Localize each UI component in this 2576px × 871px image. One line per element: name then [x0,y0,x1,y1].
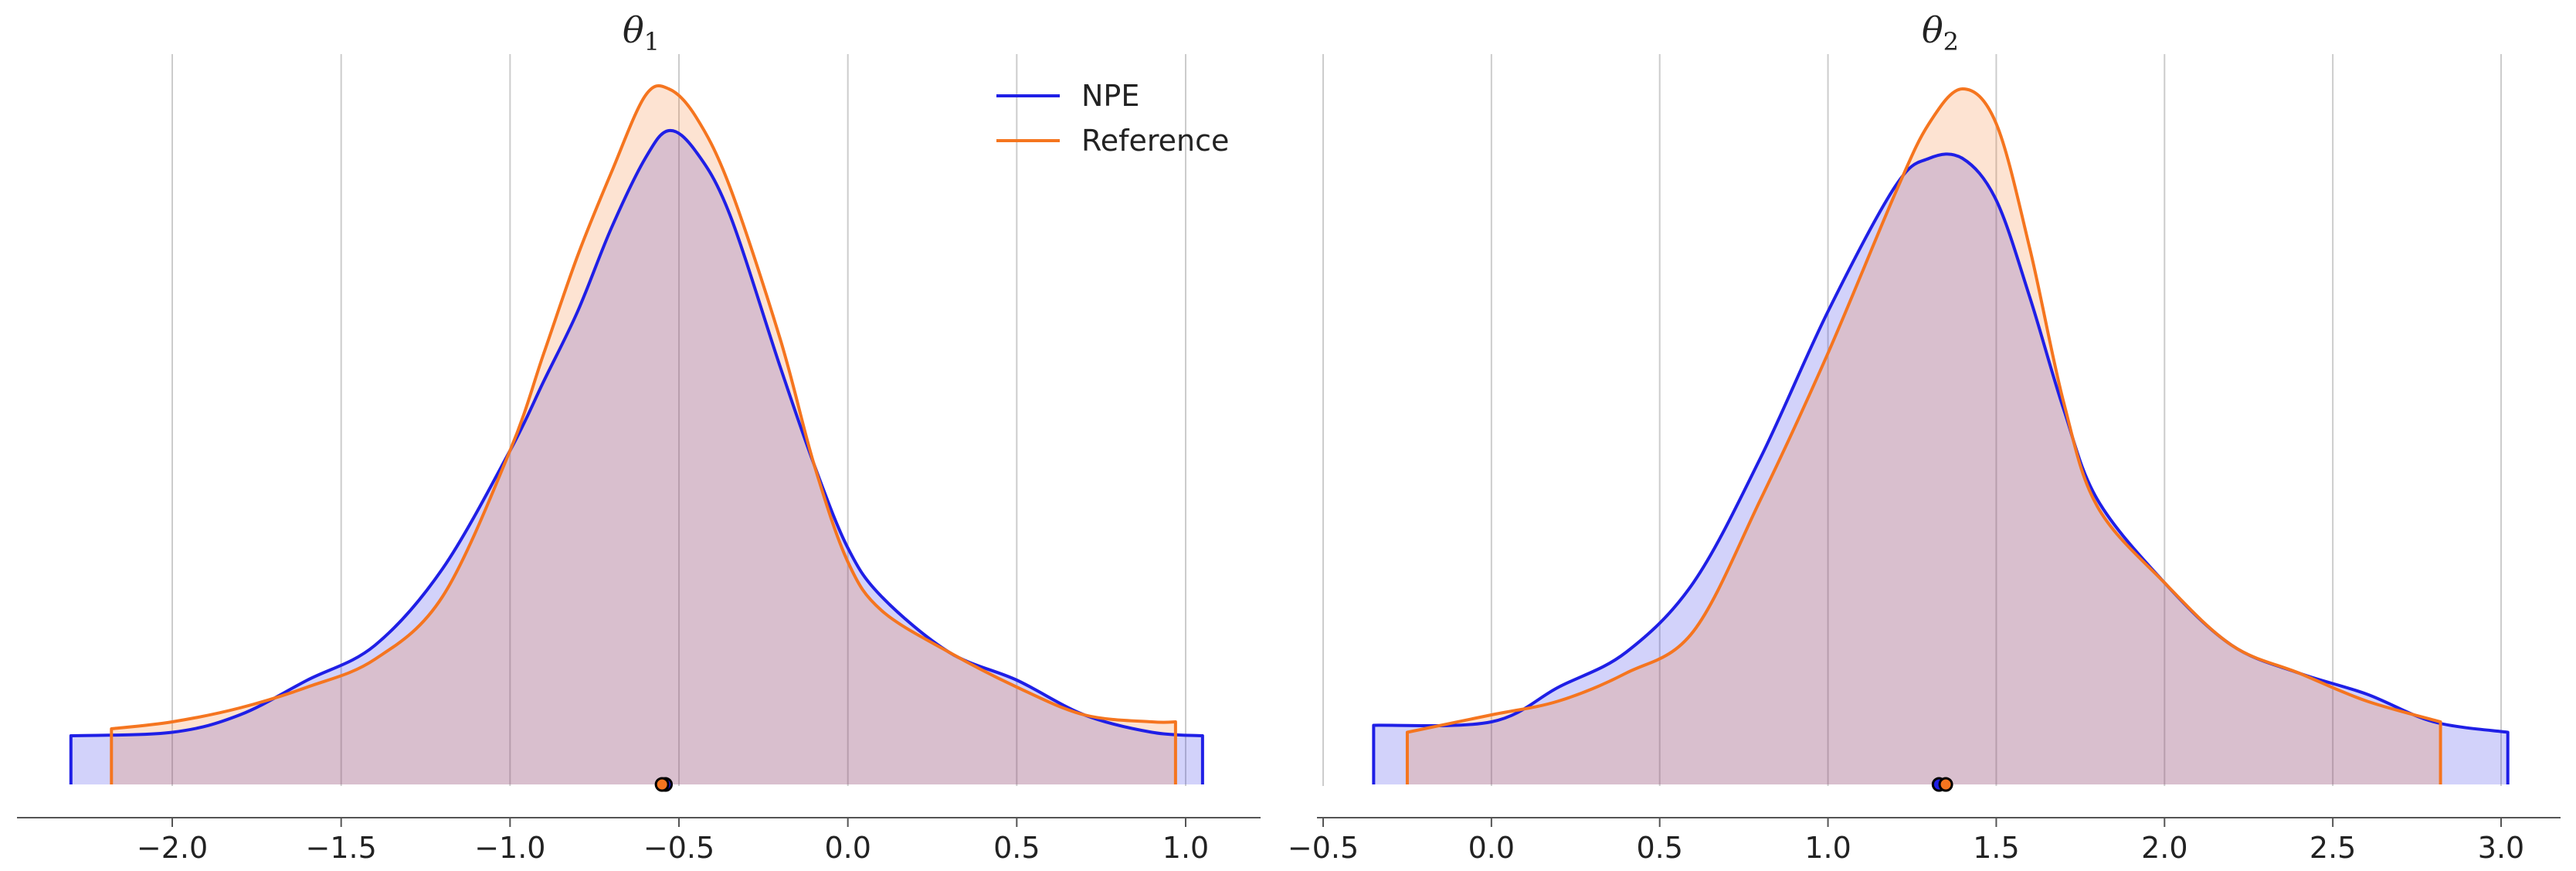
legend-label-reference: Reference [1081,124,1229,158]
chart-title-subscript: 1 [644,27,660,56]
x-tick-label: 3.0 [2478,831,2524,865]
density-fill-reference [1407,89,2441,784]
x-tick-label: 1.0 [1162,831,1209,865]
density-line-reference [110,84,1177,784]
density-fill-npe [70,130,1203,784]
x-tick-label: 1.0 [1804,831,1851,865]
x-tick-label: −1.0 [474,831,545,865]
chart-title: θ2 [1922,9,1959,56]
chart-title: θ1 [623,9,660,56]
chart-title-subscript: 2 [1943,27,1959,56]
x-tick-label: 0.0 [824,831,871,865]
x-tick-label: −2.0 [137,831,208,865]
x-tick-label: 2.0 [2141,831,2187,865]
x-tick-label: 0.5 [993,831,1040,865]
x-tick-label: 2.5 [2310,831,2356,865]
x-tick-label: 0.0 [1468,831,1515,865]
density-line-reference [1405,87,2442,784]
point-estimate-reference [1938,777,1953,792]
x-tick-label: 1.5 [1973,831,2019,865]
x-tick-label: −0.5 [643,831,714,865]
panel-2: −0.5 0.0 0.5 1.0 1.5 2.0 2.5 3.0 θ2 [1288,9,2561,865]
point-estimate-reference [654,777,670,792]
x-tick-label: −1.5 [306,831,377,865]
x-tick-label: 0.5 [1636,831,1682,865]
density-fill-reference [111,85,1176,784]
legend-label-npe: NPE [1081,79,1139,113]
panel-1: −2.0 −1.5 −1.0 −0.5 0.0 0.5 1.0 θ1 NPE Reference [17,9,1261,865]
legend: NPE Reference [996,79,1229,158]
x-tick-label: −0.5 [1288,831,1359,865]
